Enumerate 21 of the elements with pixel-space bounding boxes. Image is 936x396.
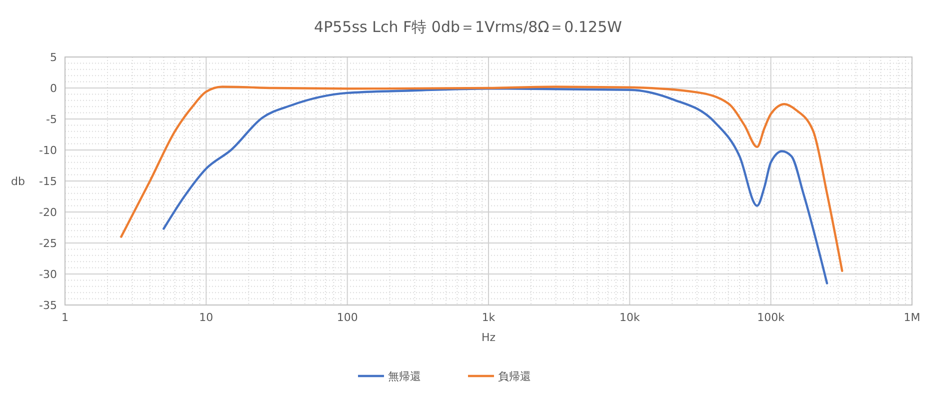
x-tick-label: 10k — [619, 311, 640, 324]
y-tick-label: 0 — [50, 82, 57, 95]
y-tick-label: -5 — [46, 113, 57, 126]
x-tick-label: 1k — [482, 311, 496, 324]
legend-label: 無帰還 — [388, 370, 421, 383]
x-tick-label: 10 — [199, 311, 214, 324]
x-tick-label: 100 — [336, 311, 358, 324]
y-tick-label: -25 — [39, 237, 57, 250]
x-tick-label: 100k — [757, 311, 786, 324]
y-tick-label: -10 — [39, 144, 57, 157]
y-tick-label: 5 — [50, 51, 57, 64]
x-tick-label: 1 — [62, 311, 68, 324]
y-tick-label: -15 — [39, 175, 57, 188]
y-tick-label: -35 — [39, 299, 57, 312]
x-tick-label: 1M — [904, 311, 920, 324]
y-tick-label: -30 — [39, 268, 57, 281]
chart-title: 4P55ss Lch F特 0db＝1Vrms/8Ω＝0.125W — [314, 18, 622, 36]
legend-label: 負帰還 — [498, 370, 531, 383]
x-axis-title: Hz — [481, 331, 496, 344]
y-axis-title: db — [11, 175, 25, 188]
y-tick-label: -20 — [39, 206, 57, 219]
